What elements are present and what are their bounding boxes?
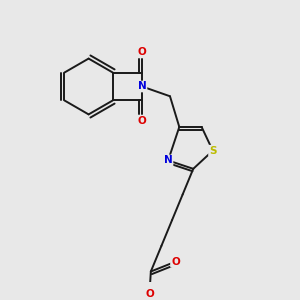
Text: O: O: [171, 257, 180, 267]
Text: S: S: [209, 146, 217, 156]
Text: N: N: [138, 82, 146, 92]
Text: N: N: [164, 155, 172, 165]
Text: O: O: [138, 116, 146, 125]
Text: O: O: [145, 290, 154, 299]
Text: O: O: [138, 47, 146, 57]
